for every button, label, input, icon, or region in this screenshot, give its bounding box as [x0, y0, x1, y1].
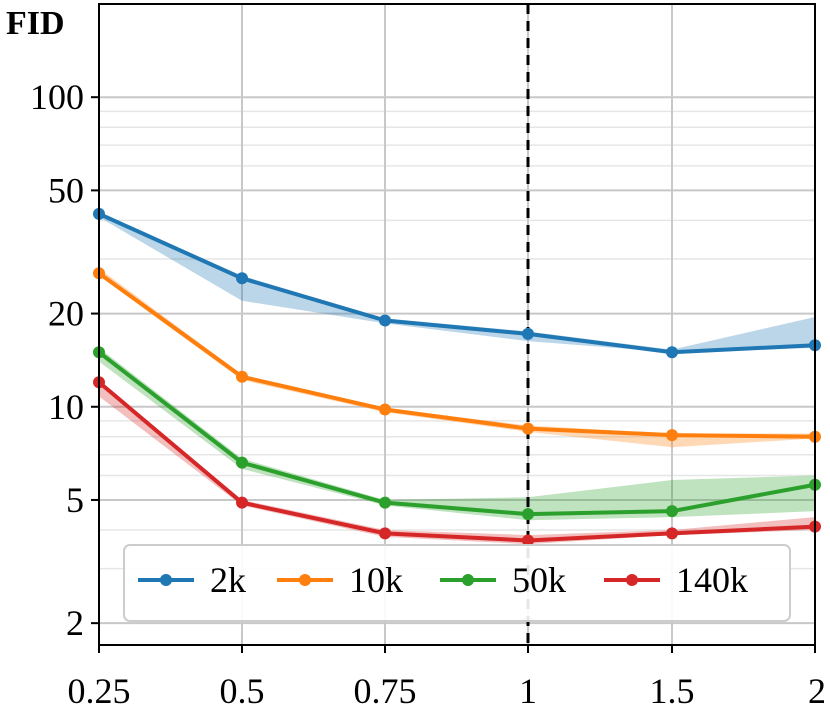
y-tick-label: 50	[48, 170, 84, 210]
series-line-2k	[98, 212, 816, 355]
x-tick-label: 0.25	[68, 671, 131, 711]
series-line-10k	[97, 271, 816, 439]
data-point-50k	[666, 505, 678, 518]
y-tick-label: 5	[66, 480, 84, 520]
legend: 2k 10k 50k 140k	[123, 544, 791, 622]
y-tick-label: 10	[48, 387, 84, 427]
legend-marker-2k	[160, 574, 172, 586]
legend-label-2k: 2k	[210, 560, 246, 600]
x-axis: 0.25 0.5 0.75 1 1.5 2	[68, 645, 826, 711]
legend-box	[123, 544, 791, 622]
data-point-140k	[666, 527, 678, 540]
legend-marker-50k	[462, 574, 474, 586]
band-140k	[99, 380, 815, 545]
band-2k	[99, 212, 815, 353]
data-point-140k	[236, 496, 248, 509]
data-point-2k	[666, 346, 678, 359]
legend-marker-140k	[626, 574, 638, 586]
y-tick-label: 20	[48, 294, 84, 334]
data-point-50k	[379, 496, 391, 509]
legend-label-50k: 50k	[512, 560, 566, 600]
data-point-50k	[236, 456, 248, 469]
data-point-2k	[379, 314, 391, 327]
y-tick-label: 100	[30, 77, 84, 117]
band-50k	[99, 347, 815, 521]
x-tick-label: 1.5	[650, 671, 695, 711]
x-tick-label: 1	[519, 671, 537, 711]
plot-frame	[98, 3, 816, 646]
series-line-140k	[97, 380, 816, 543]
x-tick-label: 0.5	[220, 671, 265, 711]
y-axis: 2 5 10 20 50 100	[30, 77, 99, 643]
data-point-140k	[379, 527, 391, 540]
data-point-2k	[236, 272, 248, 285]
data-point-10k	[236, 370, 248, 383]
legend-label-10k: 10k	[349, 560, 403, 600]
legend-marker-10k	[299, 574, 311, 586]
data-point-140k	[522, 534, 534, 547]
x-tick-label: 0.75	[354, 671, 417, 711]
y-axis-label: FID	[6, 5, 65, 42]
series-line-50k	[97, 350, 816, 517]
data-point-10k	[522, 422, 534, 435]
x-tick-label: 2	[808, 671, 826, 711]
legend-label-140k: 140k	[676, 560, 748, 600]
y-tick-label: 2	[66, 603, 84, 643]
data-point-2k	[522, 327, 534, 340]
data-point-50k	[522, 508, 534, 521]
data-point-10k	[379, 403, 391, 416]
series-lines	[93, 207, 821, 547]
data-point-10k	[666, 429, 678, 442]
